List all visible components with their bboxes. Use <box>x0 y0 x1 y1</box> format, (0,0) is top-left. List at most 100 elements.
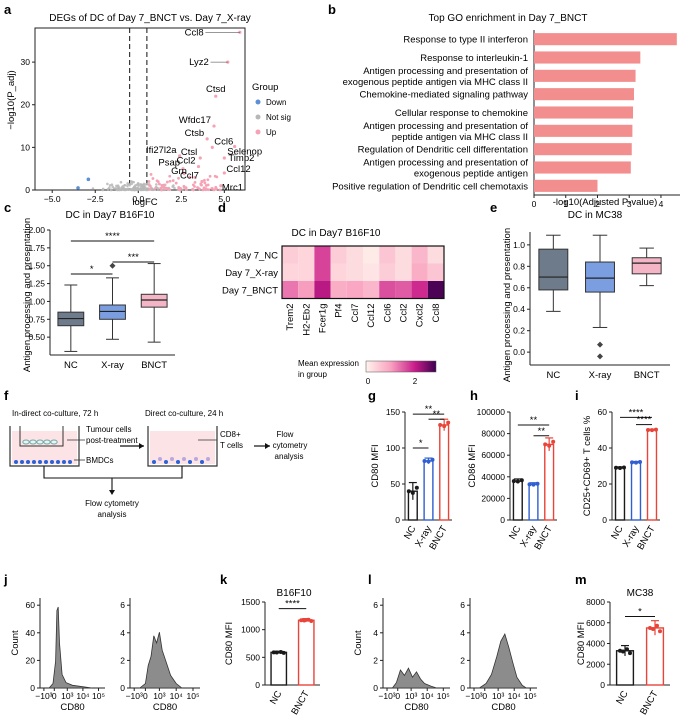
volcano-gene-label-lyz2: Lyz2 <box>189 57 209 68</box>
volcano-point-up <box>193 185 196 188</box>
data-dot <box>519 478 524 483</box>
bar-ytick-label: 0 <box>602 515 607 525</box>
heatmap-col-label: Cxcl2 <box>415 304 426 328</box>
volcano-xtick-label: 0.0 <box>132 194 144 204</box>
bar-ytick-label: 20 <box>598 479 608 489</box>
volcano-point-notsig <box>123 187 127 191</box>
volcano-ytick-label: 30 <box>21 57 31 67</box>
volcano-point-notsig <box>171 185 175 188</box>
box-body <box>99 304 126 320</box>
flow-connector <box>43 466 183 479</box>
volcano-point-up <box>201 188 205 192</box>
bar-ytick-label: 100000 <box>477 407 506 417</box>
boxplot-b16f10-ylabel: Antigen processing and presentation <box>22 218 33 372</box>
flow-right-2: cytometry <box>273 441 308 450</box>
volcano-point-up <box>160 188 163 192</box>
volcano-point-up-ccl7 <box>200 179 204 184</box>
sig-label: *** <box>128 252 139 263</box>
heatmap-col-label: Ccl2 <box>399 304 410 323</box>
hist-xtick-label: 10⁴ <box>76 691 89 701</box>
insert <box>19 426 64 447</box>
bar-ytick-label: 1500 <box>241 597 260 607</box>
data-dot <box>410 490 415 495</box>
volcano-gene-label-ifi27l2a: Ifi27l2a <box>146 145 177 156</box>
heatmap-cell <box>330 263 347 281</box>
heatmap-cell <box>298 246 315 264</box>
volcano-ytick-label: 20 <box>21 100 31 110</box>
volcano-plot: DEGs of DC of Day 7_BNCT vs. Day 7_X-ray… <box>6 13 291 208</box>
go-bar <box>534 88 634 101</box>
bar-ylabel: CD80 MFI <box>370 444 381 487</box>
box-ytick-label: 1.0 <box>513 240 525 250</box>
volcano-point-notsig <box>126 184 129 188</box>
box-ytick-label: 2.00 <box>28 225 45 235</box>
heatmap-cell <box>363 281 380 299</box>
volcano-point-up <box>171 179 175 182</box>
hist-ytick-label: 2 <box>373 655 378 665</box>
data-dot <box>281 650 286 655</box>
bar-ytick-label: 0 <box>255 680 260 690</box>
bar-ytick-label: 20000 <box>481 493 505 503</box>
volcano-point-notsig <box>111 185 115 189</box>
data-dot <box>422 458 427 463</box>
box-ytick-label: 0.8 <box>513 261 525 271</box>
heatmap-row-label: Day 7_NC <box>234 250 278 261</box>
bar <box>528 483 539 521</box>
hist-xtick-label: −10³ <box>465 691 482 701</box>
hist-ytick-label: 0 <box>460 683 465 693</box>
volcano-gene-label-ccl12: Ccl12 <box>226 164 250 175</box>
data-dot <box>511 479 516 484</box>
bar <box>646 429 658 521</box>
hist-ytick-label: 6 <box>460 600 465 610</box>
volcano-gene-label-ccl2: Ccl2 <box>177 156 196 167</box>
bar <box>544 443 555 521</box>
volcano-point-up <box>155 179 159 183</box>
box-ytick-label: 1.75 <box>28 243 45 253</box>
volcano-gene-label-ccl7: Ccl7 <box>180 170 199 181</box>
volcano-xtick-label: −5.0 <box>44 194 61 204</box>
volcano-point-up <box>174 181 178 185</box>
volcano-point-notsig <box>127 188 130 191</box>
bar-ytick-label: 40000 <box>481 472 505 482</box>
go-term-label: Response to type II interferon <box>403 35 528 46</box>
boxplot-mc38: DC in MC38 Antigen processing and presen… <box>502 210 670 382</box>
heatmap-col-label: Ccl8 <box>431 304 442 323</box>
data-dot <box>299 618 304 623</box>
boxplot-b16f10: DC in Day7 B16F10 Antigen processing and… <box>22 210 175 372</box>
volcano-point-notsig <box>128 183 131 187</box>
go-xtick-label: 3 <box>627 199 632 209</box>
b16f10-title: B16F10 <box>276 588 311 599</box>
heatmap-cell <box>298 281 315 299</box>
bar <box>423 460 434 521</box>
sig-label: **** <box>629 407 644 418</box>
volcano-gene-label-ctsd: Ctsd <box>206 84 226 95</box>
volcano-gene-label-ccl6: Ccl6 <box>214 136 233 147</box>
volcano-point-up <box>207 188 211 192</box>
hist-xtick-label: 10³ <box>61 691 73 701</box>
heatmap-cell <box>282 263 299 281</box>
bar-ytick-label: 50 <box>391 479 401 489</box>
data-dot <box>650 428 654 433</box>
panel-label-i: i <box>575 388 579 403</box>
data-dot <box>638 460 642 465</box>
box-body <box>585 261 615 293</box>
data-dot <box>658 629 662 634</box>
data-dot <box>614 465 618 470</box>
data-dot <box>274 650 279 655</box>
heatmap-colorbar-tick-2: 2 <box>413 377 418 386</box>
go-title: Top GO enrichment in Day 7_BNCT <box>429 13 588 24</box>
bar-ylabel: CD80 MFI <box>576 622 587 665</box>
hist-ylabel: Count <box>353 630 364 656</box>
hist-xtick-label: 0 <box>143 691 148 701</box>
volcano-point-up <box>182 172 186 176</box>
volcano-ytick-label: 0 <box>25 185 30 195</box>
direct-label: Direct co-culture, 24 h <box>145 409 223 418</box>
panel-label-d: d <box>218 200 226 215</box>
volcano-point-notsig <box>130 182 133 186</box>
hist-ytick-label: 4 <box>120 628 125 638</box>
box-category-label: NC <box>546 370 560 381</box>
hist-xtick-label: −10³ <box>378 691 395 701</box>
legend-notsig-dot <box>255 114 261 120</box>
bar-ytick-label: 80000 <box>481 429 505 439</box>
volcano-gene-label-ctsl: Ctsl <box>181 147 197 158</box>
